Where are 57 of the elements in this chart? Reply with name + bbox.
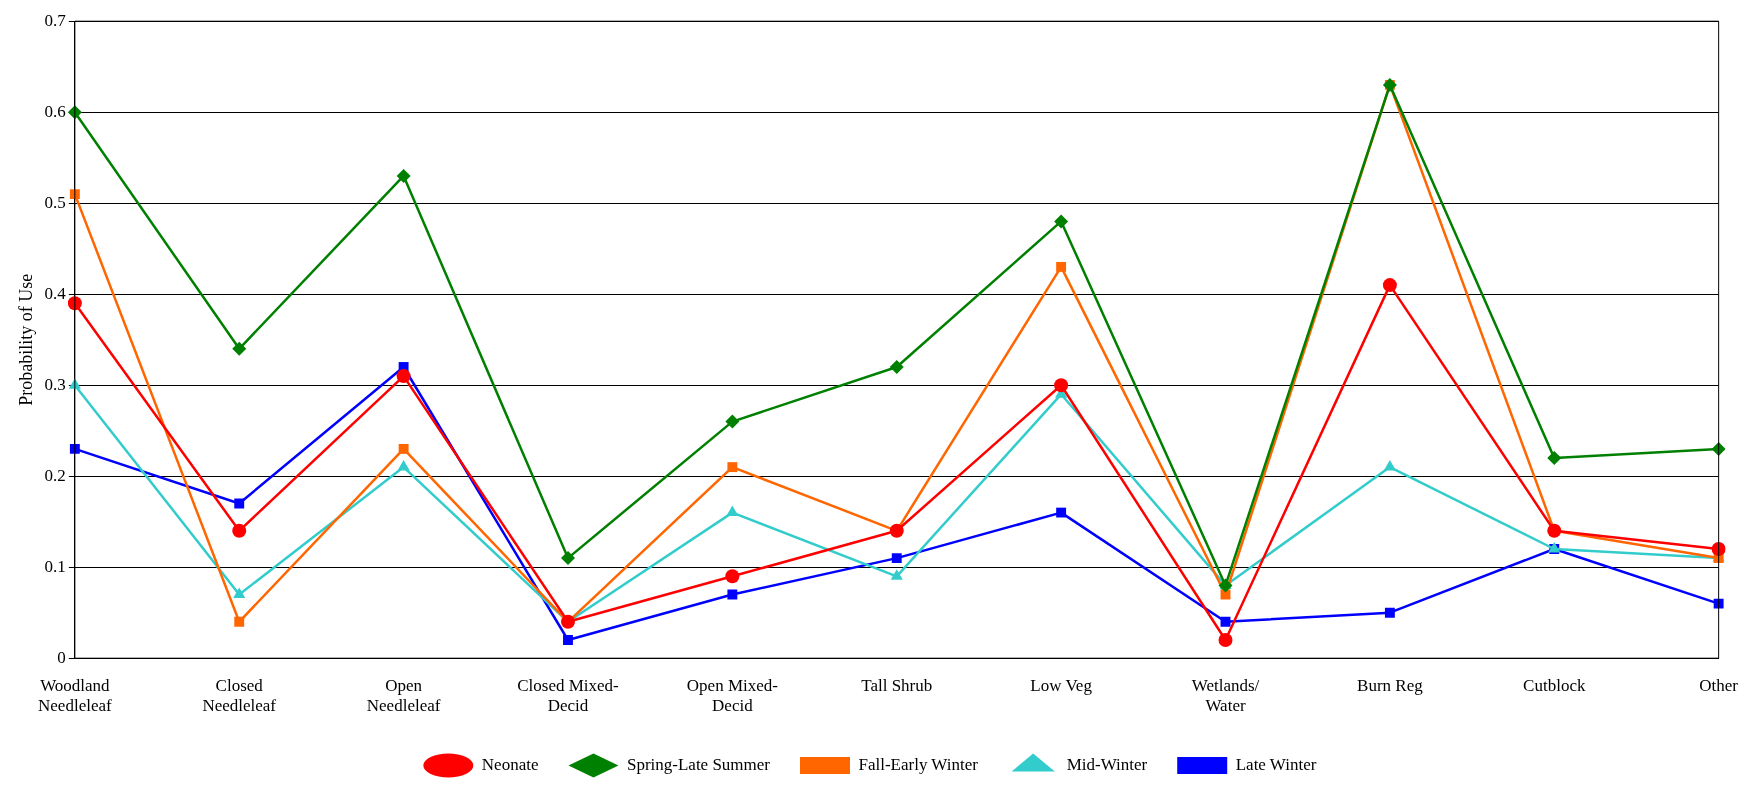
legend-label: Fall-Early Winter: [858, 754, 979, 774]
legend-label: Late Winter: [1235, 754, 1317, 774]
point: [1056, 507, 1067, 518]
point: [1054, 214, 1069, 229]
point: [396, 168, 411, 183]
y-tick-label: 0.2: [44, 465, 66, 485]
point: [233, 587, 246, 598]
x-tick-label: Tall Shrub: [861, 675, 933, 695]
x-tick-label: Closed Needleleaf: [202, 675, 277, 716]
point: [234, 616, 245, 627]
legend-label: Neonate: [481, 754, 539, 774]
point: [727, 462, 738, 473]
x-tick-label: Closed Mixed-Decid: [517, 675, 620, 716]
point: [1218, 633, 1233, 647]
point: [890, 569, 903, 580]
y-tick-label: 0.1: [44, 556, 66, 576]
x-tick-label: Open Needleleaf: [366, 675, 441, 716]
point: [1384, 607, 1395, 618]
y-tick-label: 0.4: [44, 283, 67, 303]
point: [1056, 261, 1067, 272]
point: [727, 589, 738, 600]
y-tick-label: 0.7: [44, 10, 67, 30]
x-tick-label: Burn Reg: [1357, 675, 1424, 695]
y-axis-title: Probability of Use: [15, 273, 36, 406]
x-tick-label: Low Veg: [1030, 675, 1093, 695]
point: [891, 553, 902, 564]
point: [397, 460, 410, 471]
point: [232, 523, 247, 538]
point: [725, 414, 740, 429]
y-tick-label: 0.3: [44, 374, 66, 394]
point: [1054, 378, 1069, 393]
x-tick-label: Woodland Needleleaf: [38, 675, 112, 716]
point: [232, 341, 247, 356]
y-tick-label: 0.5: [44, 192, 66, 212]
legend-label: Spring-Late Summer: [626, 754, 771, 774]
y-tick-label: 0.6: [44, 101, 66, 121]
legend-label: Mid-Winter: [1066, 754, 1148, 774]
point: [234, 498, 245, 509]
point: [560, 551, 575, 566]
point: [1383, 460, 1396, 471]
point: [1711, 542, 1726, 556]
point: [396, 369, 411, 384]
point: [1218, 578, 1233, 593]
point: [398, 443, 409, 454]
x-tick-label: Open Mixed-Decid: [686, 675, 779, 716]
point: [1220, 616, 1231, 627]
x-tick-label: Wetlands/ Water: [1191, 675, 1260, 716]
point: [889, 360, 904, 374]
point: [563, 635, 573, 645]
point: [726, 505, 739, 517]
x-tick-label: Other: [1699, 675, 1739, 695]
y-tick-label: 0: [57, 647, 66, 667]
point: [1547, 451, 1562, 465]
point: [1382, 278, 1397, 293]
x-tick-label: Cutblock: [1523, 675, 1586, 695]
point: [1713, 598, 1724, 609]
point: [725, 569, 740, 584]
